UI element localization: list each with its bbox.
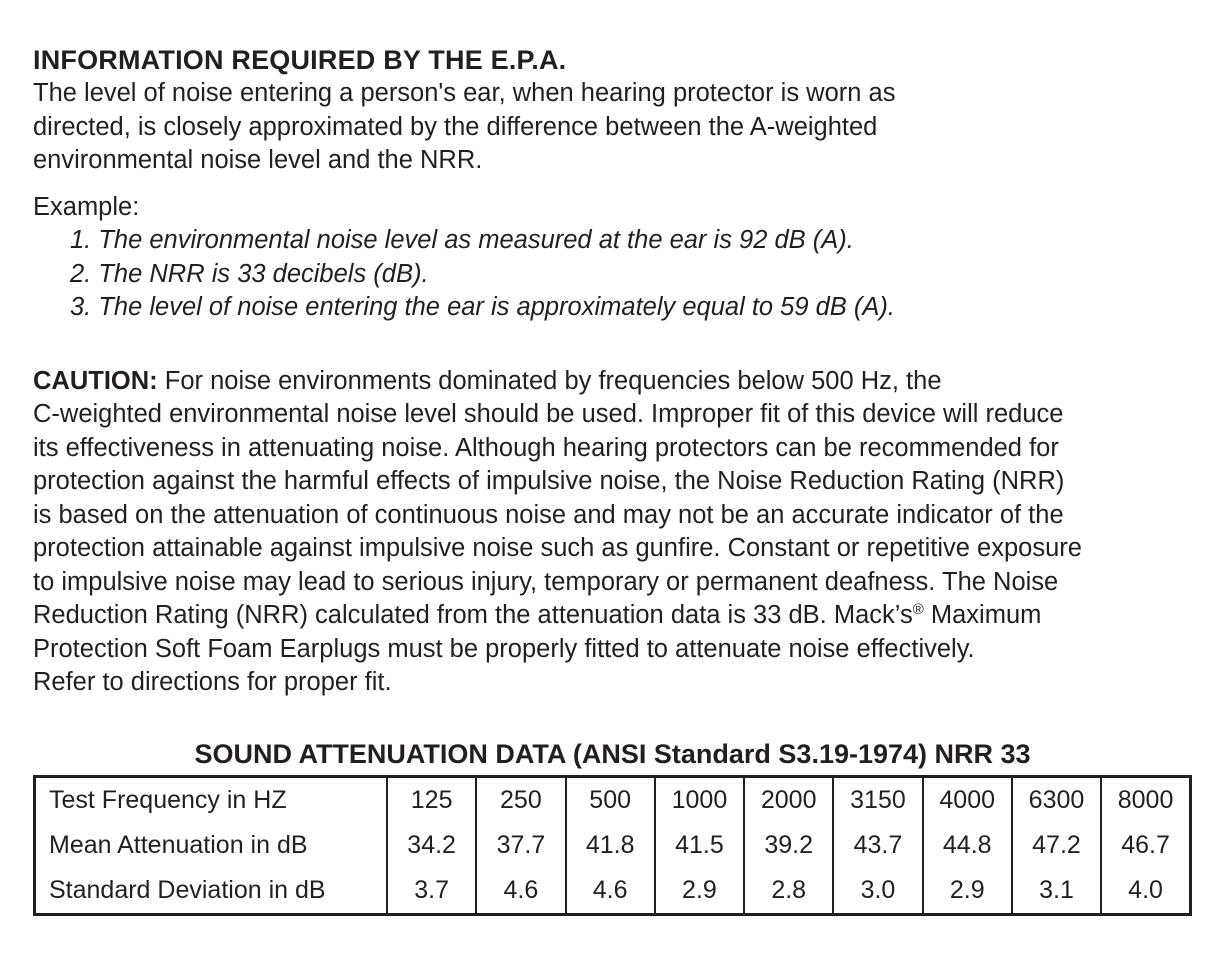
caution-line: is based on the attenuation of continuou… <box>33 500 1064 529</box>
intro-paragraph: The level of noise entering a person's e… <box>33 77 1192 178</box>
mean-attenuation-value: 34.2 <box>385 823 477 868</box>
frequency-value: 500 <box>564 776 655 823</box>
mean-attenuation-value: 46.7 <box>1100 823 1191 868</box>
frequency-value: 4000 <box>921 776 1012 823</box>
standard-deviation-value: 3.7 <box>385 868 477 915</box>
epa-info-heading: INFORMATION REQUIRED BY THE E.P.A. <box>33 45 567 75</box>
registered-trademark-mark: ® <box>912 601 924 618</box>
caution-line: Reduction Rating (NRR) calculated from t… <box>33 599 1192 633</box>
example-list: 1. The environmental noise level as meas… <box>33 224 1192 325</box>
frequency-value: 250 <box>475 776 566 823</box>
mean-attenuation-value: 44.8 <box>921 823 1012 868</box>
standard-deviation-value: 4.6 <box>564 868 655 915</box>
caution-label: CAUTION: <box>33 366 158 395</box>
mean-attenuation-value: 41.8 <box>564 823 655 868</box>
standard-deviation-value: 2.9 <box>921 868 1012 915</box>
table-row-mean-attenuation: Mean Attenuation in dB 34.2 37.7 41.8 41… <box>35 823 1191 868</box>
standard-deviation-value: 3.0 <box>832 868 923 915</box>
mean-attenuation-value: 37.7 <box>475 823 566 868</box>
caution-line-text: Reduction Rating (NRR) calculated from t… <box>33 601 913 629</box>
mean-attenuation-value: 39.2 <box>743 823 834 868</box>
intro-line: directed, is closely approximated by the… <box>33 112 878 141</box>
caution-line: C-weighted environmental noise level sho… <box>33 400 1064 428</box>
intro-line: environmental noise level and the NRR. <box>33 146 483 174</box>
caution-line: protection attainable against impulsive … <box>33 534 1082 562</box>
frequency-value: 1000 <box>653 776 745 823</box>
caution-line-text: Maximum <box>923 601 1042 629</box>
attenuation-table-title: SOUND ATTENUATION DATA (ANSI Standard S3… <box>194 738 1031 769</box>
caution-line-text: For noise environments dominated by freq… <box>157 366 942 395</box>
row-label-standard-deviation: Standard Deviation in dB <box>49 876 326 904</box>
caution-line: Protection Soft Foam Earplugs must be pr… <box>33 634 975 663</box>
mean-attenuation-value: 41.5 <box>653 823 745 868</box>
standard-deviation-value: 2.8 <box>743 868 834 915</box>
standard-deviation-value: 4.6 <box>475 868 566 915</box>
intro-line: The level of noise entering a person's e… <box>33 79 896 107</box>
row-label-frequency: Test Frequency in HZ <box>49 786 287 814</box>
frequency-value: 2000 <box>743 776 834 823</box>
caution-line: CAUTION: For noise environments dominate… <box>33 365 1192 399</box>
caution-line: protection against the harmful effects o… <box>33 467 1065 495</box>
caution-line: to impulsive noise may lead to serious i… <box>33 567 1059 596</box>
sound-attenuation-table: Test Frequency in HZ 125 250 500 1000 20… <box>33 775 1192 916</box>
example-item: 2. The NRR is 33 decibels (dB). <box>70 259 429 288</box>
caution-paragraph: CAUTION: For noise environments dominate… <box>33 365 1192 700</box>
caution-line: its effectiveness in attenuating noise. … <box>33 433 1059 462</box>
frequency-value: 6300 <box>1010 776 1102 823</box>
standard-deviation-value: 2.9 <box>653 868 745 915</box>
table-row-frequency: Test Frequency in HZ 125 250 500 1000 20… <box>35 776 1191 823</box>
frequency-value: 3150 <box>832 776 923 823</box>
row-label-mean-attenuation: Mean Attenuation in dB <box>49 831 308 859</box>
mean-attenuation-value: 43.7 <box>832 823 923 868</box>
standard-deviation-value: 4.0 <box>1100 868 1191 915</box>
frequency-value: 8000 <box>1100 776 1191 823</box>
mean-attenuation-value: 47.2 <box>1010 823 1102 868</box>
caution-line: Refer to directions for proper fit. <box>33 668 392 696</box>
frequency-value: 125 <box>385 776 477 823</box>
example-item: 3. The level of noise entering the ear i… <box>70 293 895 321</box>
table-row-standard-deviation: Standard Deviation in dB 3.7 4.6 4.6 2.9… <box>35 868 1191 915</box>
standard-deviation-value: 3.1 <box>1010 868 1102 915</box>
example-item: 1. The environmental noise level as meas… <box>70 226 854 254</box>
example-label: Example: <box>33 192 140 221</box>
